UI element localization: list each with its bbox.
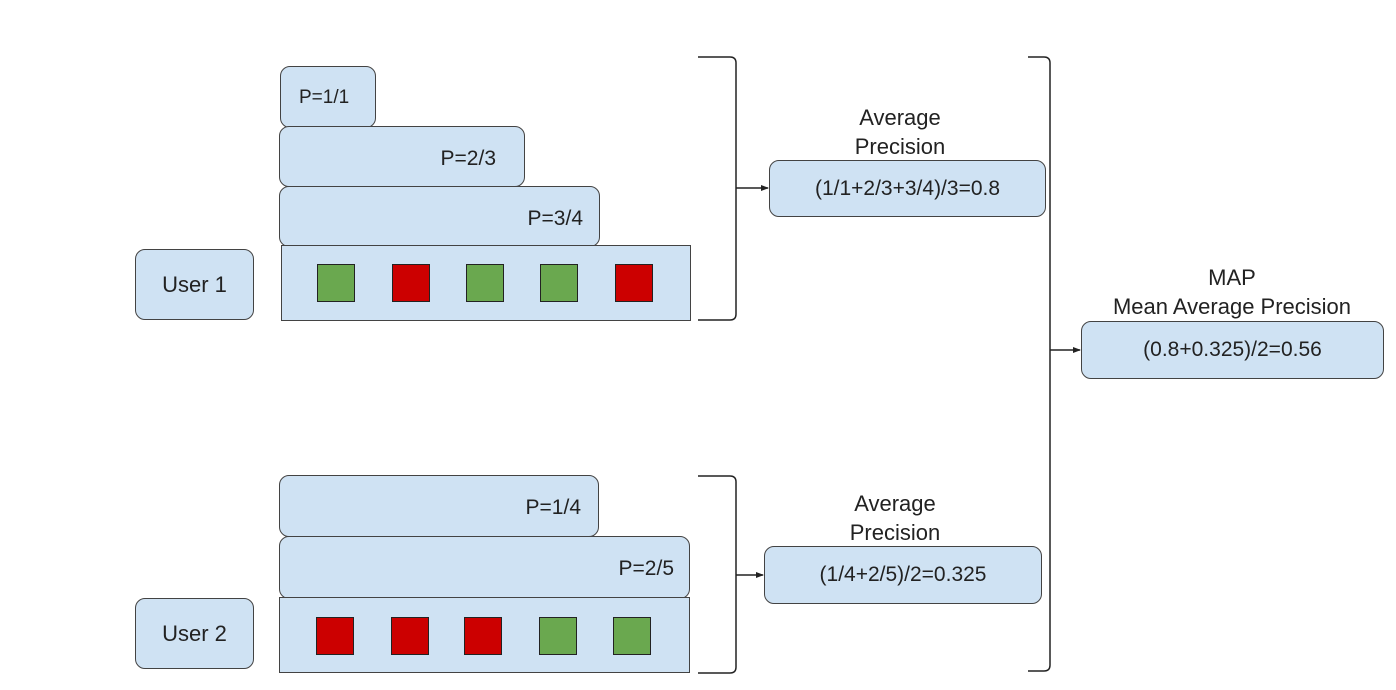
caption-line: Precision [849, 520, 941, 545]
relevant-item [466, 264, 504, 302]
relevant-item [540, 264, 578, 302]
precision-label: P=3/4 [527, 207, 583, 230]
ap-caption-user-2: Average Precision [785, 489, 1005, 547]
precision-label: P=1/1 [299, 87, 350, 108]
caption-line: MAP [1208, 265, 1256, 290]
ap-caption-user-1: Average Precision [790, 103, 1010, 161]
precision-box-2: P=2/5 [279, 536, 690, 599]
ap-formula-user-1: (1/1+2/3+3/4)/3=0.8 [769, 160, 1046, 217]
precision-label: P=2/3 [440, 147, 496, 170]
ranked-items-row [279, 597, 690, 673]
ranked-items-row [281, 245, 691, 321]
precision-label: P=1/4 [525, 496, 581, 519]
precision-label: P=2/5 [618, 557, 674, 580]
non-relevant-item [392, 264, 430, 302]
non-relevant-item [316, 617, 354, 655]
non-relevant-item [464, 617, 502, 655]
non-relevant-item [615, 264, 653, 302]
caption-line: Average [859, 105, 941, 130]
bracket-map [1028, 56, 1051, 672]
caption-line: Average [854, 491, 936, 516]
relevant-item [613, 617, 651, 655]
non-relevant-item [391, 617, 429, 655]
relevant-item [317, 264, 355, 302]
precision-box-3: P=3/4 [279, 186, 600, 247]
caption-line: Precision [854, 134, 946, 159]
map-formula: (0.8+0.325)/2=0.56 [1081, 321, 1384, 379]
caption-line: Mean Average Precision [1112, 294, 1352, 319]
map-caption: MAP Mean Average Precision [1082, 263, 1382, 321]
ap-formula-user-2: (1/4+2/5)/2=0.325 [764, 546, 1042, 604]
precision-box-1: P=1/4 [279, 475, 599, 537]
precision-box-1: P=1/1 [280, 66, 376, 128]
bracket-user-2 [698, 475, 737, 674]
relevant-item [539, 617, 577, 655]
user-1-label: User 1 [135, 249, 254, 320]
bracket-user-1 [698, 56, 737, 321]
user-2-label: User 2 [135, 598, 254, 669]
